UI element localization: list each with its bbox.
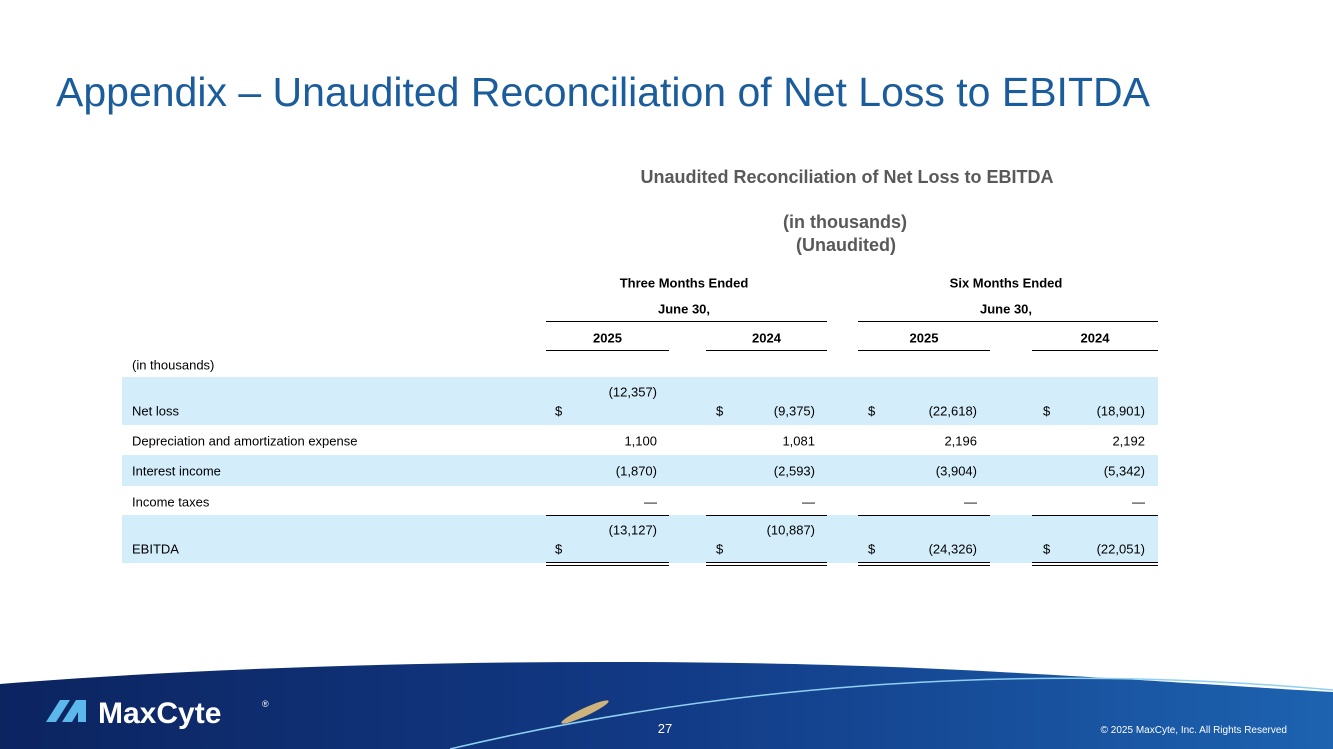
rule <box>706 565 827 566</box>
footer-wave <box>0 661 1333 749</box>
logo-icon <box>62 700 86 722</box>
currency: $ <box>555 403 563 419</box>
row-band <box>122 455 1158 486</box>
year-header: 2024 <box>1080 330 1110 346</box>
currency: $ <box>1043 403 1051 419</box>
row-header: (in thousands) <box>132 357 215 373</box>
cell-value: (22,618) <box>928 403 977 419</box>
row-band <box>122 377 1158 425</box>
currency: $ <box>716 403 724 419</box>
footer-curve <box>449 677 1333 749</box>
copyright: © 2025 MaxCyte, Inc. All Rights Reserved <box>1101 725 1287 736</box>
period-label: Six Months Ended <box>949 275 1063 291</box>
cell-value: — <box>1132 494 1145 510</box>
cell-value: 2,192 <box>1112 433 1145 449</box>
rule <box>858 321 1158 322</box>
rule <box>1032 562 1158 563</box>
cell-value: (10,887) <box>766 522 815 538</box>
cell-value: 1,081 <box>782 433 815 449</box>
rule <box>1032 350 1158 351</box>
logo-text: MaxCyte <box>98 697 221 730</box>
rule <box>1032 565 1158 566</box>
table-status: (Unaudited) <box>796 235 896 255</box>
footer-glow <box>561 700 609 724</box>
row-label: EBITDA <box>132 541 179 557</box>
rule <box>858 515 990 516</box>
cell-value: 2,196 <box>944 433 977 449</box>
year-header: 2025 <box>909 330 939 346</box>
cell-value: 1,100 <box>624 433 657 449</box>
cell-value: (22,051) <box>1096 541 1145 557</box>
year-header: 2025 <box>593 330 622 346</box>
row-label: Interest income <box>132 463 221 479</box>
currency: $ <box>1043 541 1051 557</box>
rule <box>858 350 990 351</box>
logo-icon <box>46 700 70 722</box>
period-date: June 30, <box>979 301 1033 317</box>
logo-registered: ® <box>262 699 269 709</box>
rule <box>706 350 827 351</box>
cell-value: (13,127) <box>608 522 657 538</box>
rule <box>858 562 990 563</box>
currency: $ <box>868 541 876 557</box>
row-band <box>122 515 1158 563</box>
row-label: Depreciation and amortization expense <box>132 433 358 449</box>
currency: $ <box>555 541 563 557</box>
rule <box>546 321 827 322</box>
period-label: Three Months Ended <box>619 275 749 291</box>
rule <box>1032 515 1158 516</box>
table-units: (in thousands) <box>783 212 907 232</box>
cell-value: (1,870) <box>615 463 657 479</box>
rule <box>706 562 827 563</box>
rule <box>858 565 990 566</box>
rule <box>706 515 827 516</box>
currency: $ <box>868 403 876 419</box>
cell-value: (3,904) <box>935 463 977 479</box>
cell-value: — <box>802 494 815 510</box>
rule <box>546 350 669 351</box>
year-header: 2024 <box>752 330 781 346</box>
cell-value: (2,593) <box>773 463 815 479</box>
page-number: 27 <box>658 721 672 736</box>
cell-value: (18,901) <box>1096 403 1145 419</box>
cell-value: — <box>964 494 977 510</box>
cell-value: (24,326) <box>928 541 977 557</box>
cell-value: (5,342) <box>1103 463 1145 479</box>
period-date: June 30, <box>657 301 711 317</box>
rule <box>546 562 669 563</box>
table-heading: Unaudited Reconciliation of Net Loss to … <box>640 167 1054 187</box>
rule <box>546 515 669 516</box>
cell-value: (12,357) <box>608 384 657 400</box>
currency: $ <box>716 541 724 557</box>
row-label: Net loss <box>132 403 179 419</box>
slide-title: Appendix – Unaudited Reconciliation of N… <box>56 69 1150 115</box>
rule <box>546 565 669 566</box>
cell-value: — <box>644 494 657 510</box>
cell-value: (9,375) <box>773 403 815 419</box>
row-label: Income taxes <box>132 494 210 510</box>
